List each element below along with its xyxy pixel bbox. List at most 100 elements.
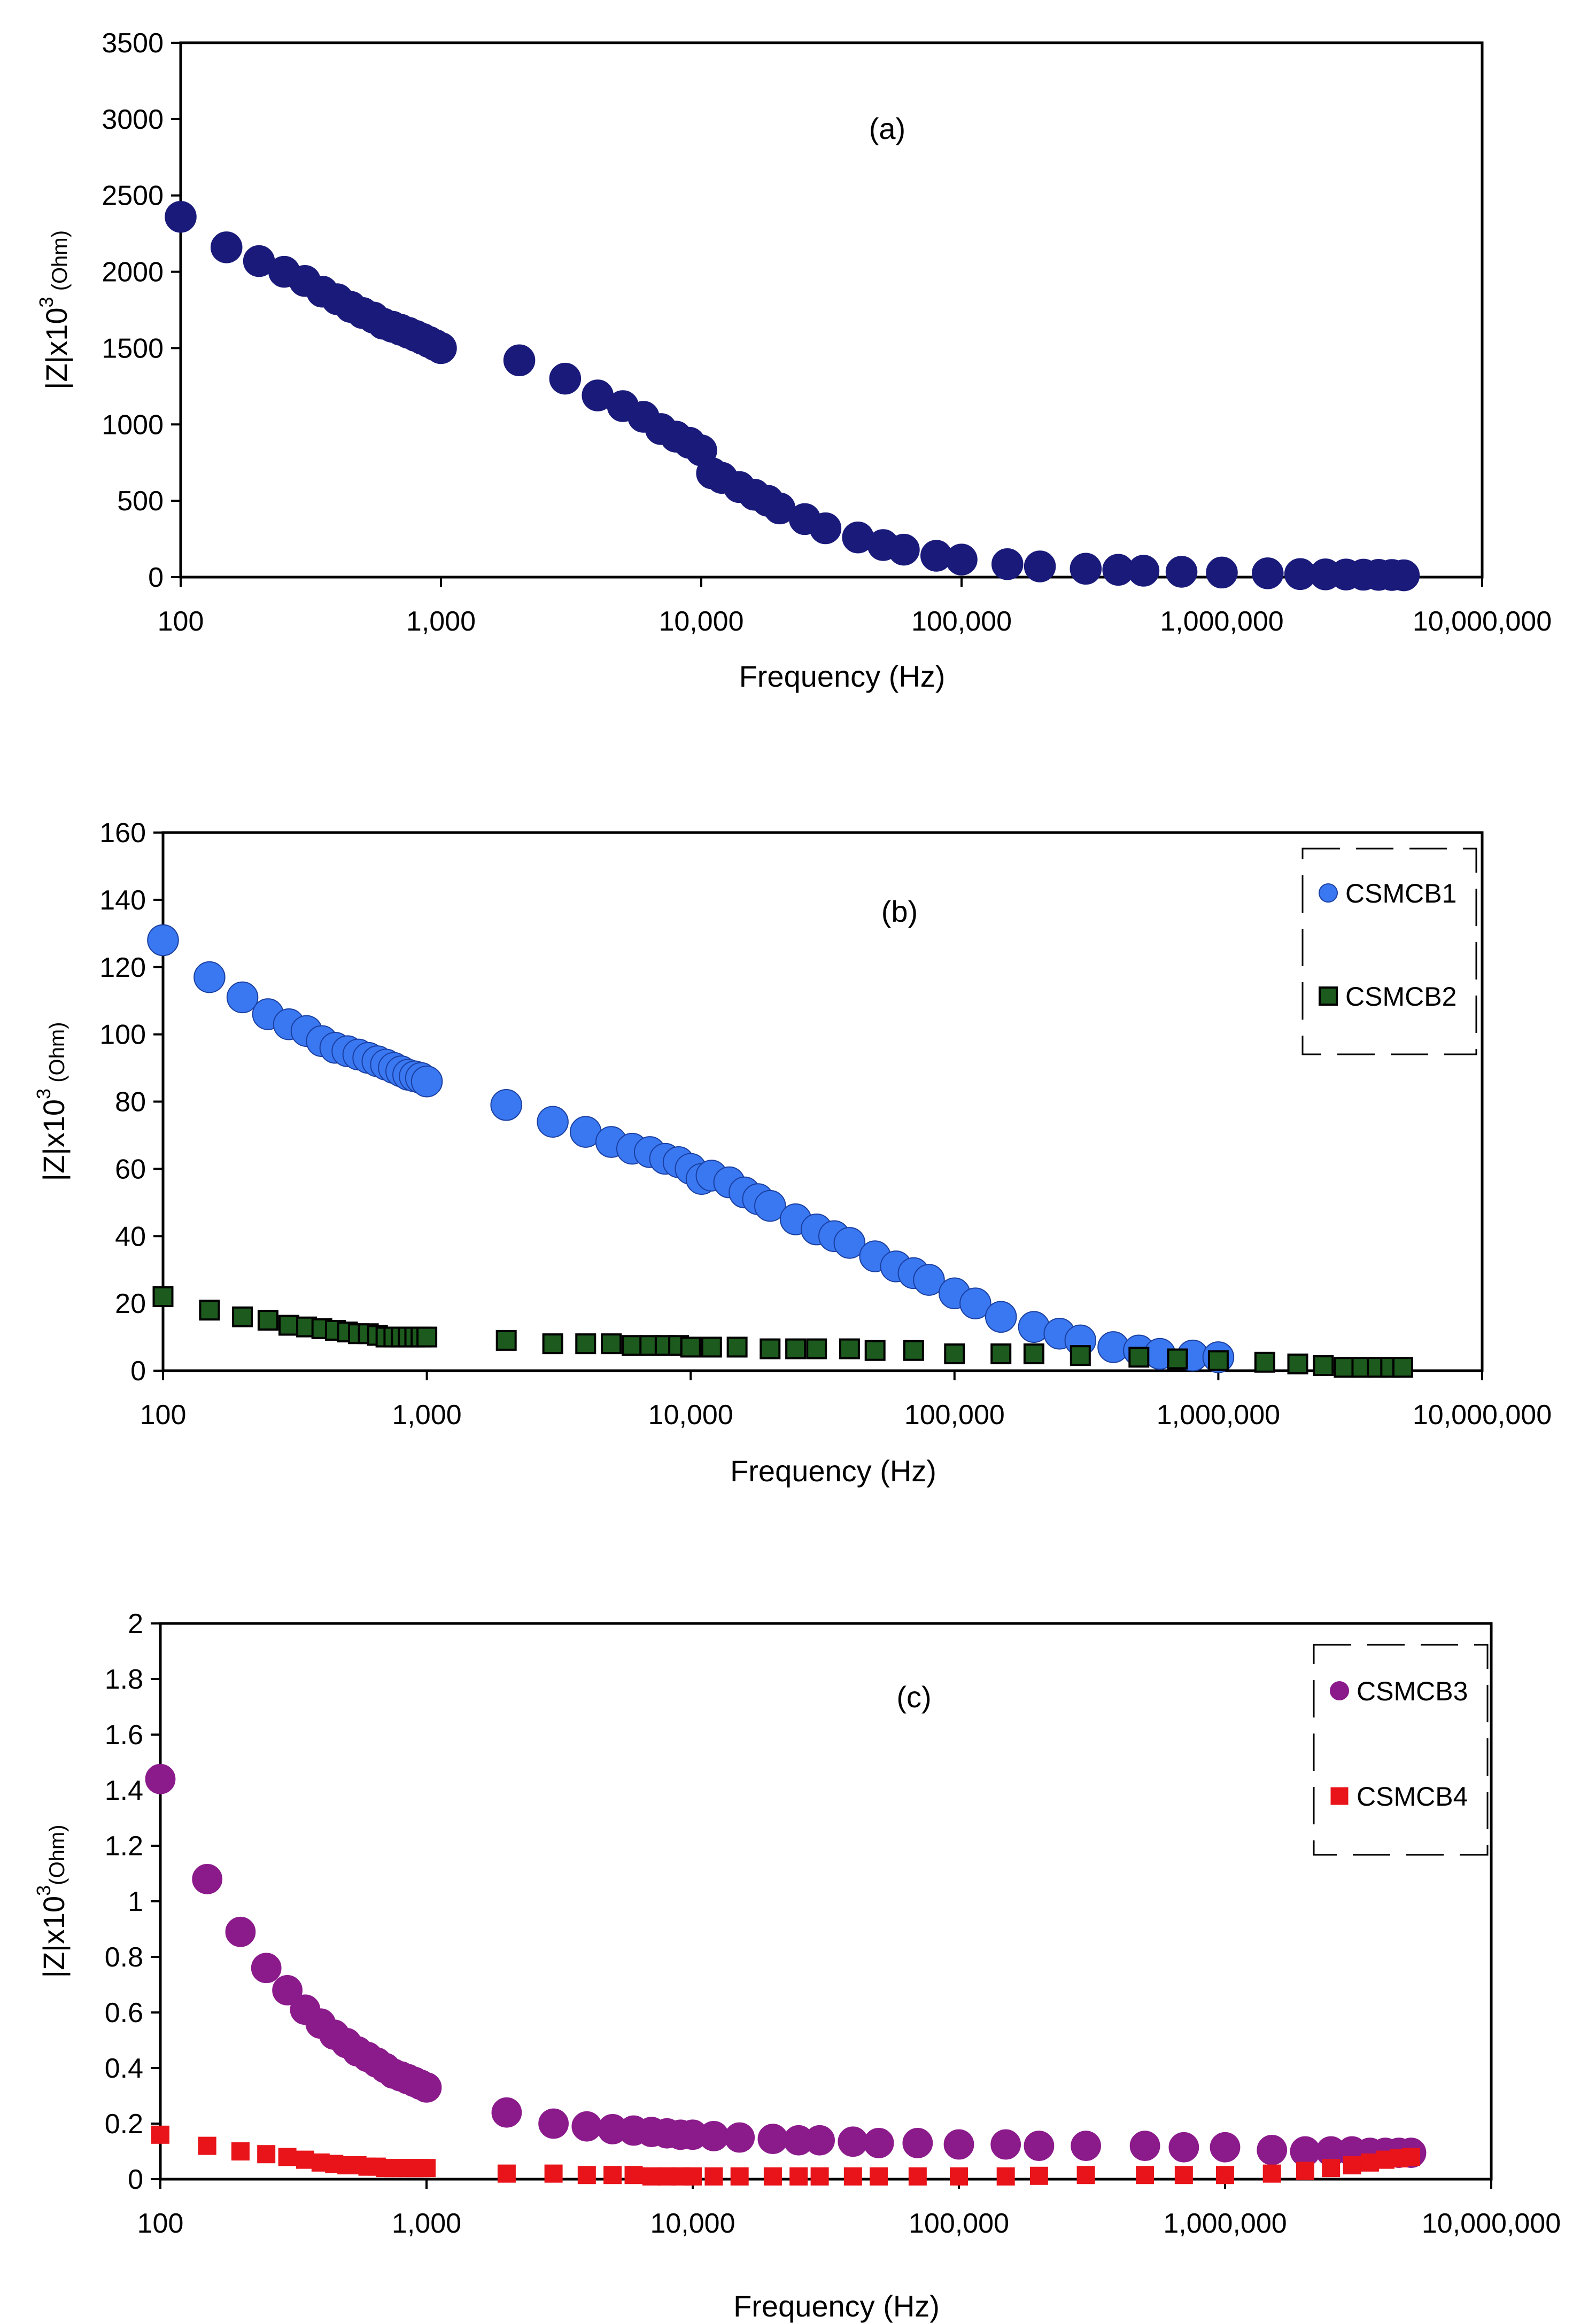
- y-tick-label: 20: [115, 1288, 146, 1319]
- data-point: [296, 2150, 314, 2169]
- data-point: [1360, 2153, 1379, 2172]
- legend-label: CSMCB3: [1357, 1676, 1468, 1706]
- data-point: [425, 332, 457, 364]
- data-point: [701, 1336, 722, 1358]
- data-point: [944, 1343, 965, 1365]
- x-tick-label: 10,000: [648, 1400, 733, 1431]
- data-point: [495, 1330, 517, 1351]
- data-point: [165, 200, 197, 233]
- data-point: [624, 2166, 643, 2185]
- x-tick-label: 1,000,000: [1160, 606, 1283, 637]
- y-tick-label: 0.6: [105, 1997, 143, 2028]
- chart-a: 0 500 1000 1500 2000 2500 3000 3500 100 1,000 10,0…: [35, 28, 1552, 693]
- data-point: [943, 2129, 974, 2160]
- y-tick-label: 1.8: [105, 1664, 143, 1695]
- x-axis-label: Frequency (Hz): [733, 2289, 940, 2323]
- series-csmcb4: [151, 2125, 1421, 2186]
- data-point: [806, 1338, 827, 1359]
- y-tick-label: 140: [99, 885, 146, 916]
- data-point: [809, 512, 842, 545]
- data-point: [257, 2145, 276, 2164]
- legend-box: [1313, 1644, 1489, 1856]
- data-point: [542, 1333, 563, 1355]
- y-tick-label: 2000: [102, 257, 164, 288]
- y-tick-label: 0.4: [105, 2053, 143, 2084]
- data-point: [991, 548, 1024, 580]
- chart-c: 0 0.2 0.4 0.6 0.8 1 1.2 1.4 1.6 1.8 2 100 1,000 10,00…: [33, 1608, 1561, 2323]
- x-tick-label: 1,000: [392, 2208, 461, 2239]
- data-point: [251, 1953, 282, 1984]
- data-point: [1167, 1348, 1188, 1370]
- data-point: [810, 2167, 829, 2186]
- data-point: [903, 1340, 924, 1361]
- x-tick-label: 100: [158, 606, 204, 637]
- data-point: [231, 2142, 250, 2160]
- data-point: [1029, 2166, 1048, 2185]
- data-point: [1127, 555, 1160, 587]
- data-point: [272, 1975, 303, 2006]
- data-point: [913, 1264, 945, 1296]
- y-axis-label-sup: 3: [33, 1089, 55, 1099]
- data-point: [210, 231, 243, 263]
- data-point: [704, 2167, 723, 2186]
- data-point: [147, 924, 179, 957]
- data-point: [642, 2167, 661, 2186]
- data-point: [151, 2125, 169, 2144]
- x-tick-label: 10,000: [658, 606, 743, 637]
- data-point: [575, 1333, 596, 1355]
- data-point: [1262, 2164, 1281, 2183]
- y-axis-label-unit: (Ohm): [45, 1022, 69, 1088]
- x-tick-label: 1,000,000: [1163, 2208, 1287, 2239]
- data-point: [503, 344, 536, 377]
- data-point: [1290, 2136, 1321, 2167]
- y-tick-label: 2: [128, 1608, 143, 1639]
- x-tick-label: 10,000: [650, 2208, 735, 2239]
- data-point: [833, 1227, 866, 1259]
- data-point: [1070, 1345, 1091, 1366]
- x-tick-label: 1,000: [406, 606, 476, 637]
- data-point: [417, 2159, 436, 2178]
- chart-b: 0 20 40 60 80 100 120 140 160 100 1,000 10,000 100,0…: [33, 818, 1552, 1488]
- y-tick-label: 1.6: [105, 1720, 143, 1751]
- plot-frame: [161, 831, 1484, 1372]
- y-tick-label: 3000: [102, 104, 164, 135]
- data-point: [870, 2167, 888, 2186]
- data-point: [888, 533, 920, 566]
- y-tick-label: 3500: [102, 28, 164, 59]
- data-point: [754, 1190, 786, 1222]
- data-point: [549, 362, 582, 395]
- panel-label: (a): [869, 112, 905, 145]
- data-point: [497, 2164, 516, 2183]
- data-point: [1023, 1343, 1044, 1365]
- data-point: [946, 543, 978, 576]
- plot-frame: [179, 41, 1484, 579]
- y-tick-label: 2500: [102, 181, 164, 212]
- data-point: [1388, 559, 1420, 592]
- y-axis-label-main: |Z|x10: [37, 1896, 71, 1978]
- data-point: [1168, 2132, 1199, 2163]
- data-point: [838, 2126, 869, 2157]
- legend-marker: [1330, 1787, 1349, 1805]
- legend: CSMCB3 CSMCB4: [1313, 1644, 1489, 1856]
- y-tick-label: 100: [99, 1020, 146, 1051]
- data-point: [1071, 2131, 1101, 2161]
- data-point: [1296, 2162, 1314, 2180]
- series-csmcb1: [147, 924, 1235, 1373]
- data-point: [1129, 2131, 1160, 2161]
- data-point: [571, 2111, 602, 2142]
- data-point: [1287, 1353, 1308, 1374]
- data-point: [1313, 1355, 1334, 1377]
- data-point: [724, 2122, 755, 2153]
- plot-frame: [159, 1622, 1493, 2181]
- data-point: [1334, 1357, 1355, 1378]
- data-point: [1343, 2156, 1361, 2174]
- series-csmcb3: [145, 1763, 1427, 2168]
- data-point: [990, 2129, 1021, 2160]
- data-point: [198, 2136, 216, 2155]
- data-point: [1322, 2159, 1341, 2178]
- y-tick-label: 0: [130, 1356, 146, 1387]
- y-tick-label: 500: [117, 486, 164, 517]
- y-tick-label: 1500: [102, 333, 164, 364]
- panel-label: (b): [881, 895, 918, 928]
- y-tick-label: 0.2: [105, 2109, 143, 2140]
